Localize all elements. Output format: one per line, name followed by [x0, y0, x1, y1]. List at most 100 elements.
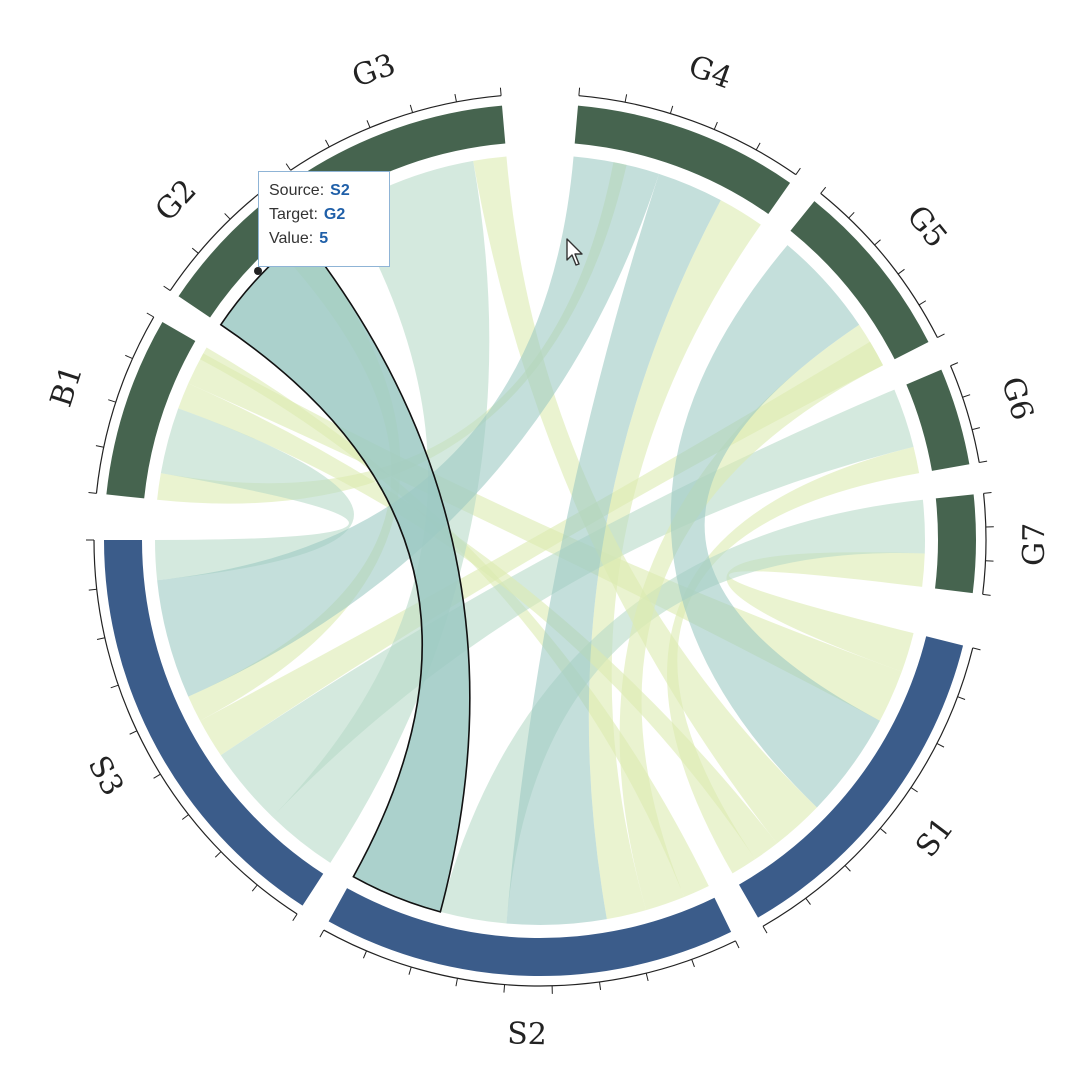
tick-axis-s1 — [762, 647, 974, 927]
group-arc-s3[interactable] — [104, 540, 324, 906]
tick-mark — [713, 121, 718, 130]
tick-mark — [645, 973, 649, 982]
group-arc-s2[interactable] — [328, 888, 732, 976]
tick-mark — [362, 950, 367, 959]
tick-mark — [755, 142, 761, 151]
tooltip-value-label: Value: — [269, 230, 314, 247]
tick-mark — [95, 445, 104, 448]
tick-axis-g2 — [169, 188, 266, 291]
tick-mark — [918, 300, 927, 306]
tick-layer — [86, 87, 994, 994]
tick-mark — [454, 93, 457, 102]
tick-mark — [499, 87, 502, 96]
ribbon-s3-g4[interactable] — [157, 156, 659, 697]
ribbon-s1-b1[interactable] — [178, 383, 778, 860]
ribbon-s1-g3[interactable] — [473, 156, 817, 844]
tick-mark — [319, 929, 325, 938]
group-arc-g7[interactable] — [935, 494, 976, 594]
tick-mark — [950, 362, 959, 367]
tick-mark — [983, 492, 992, 494]
group-arc-g4[interactable] — [574, 105, 791, 214]
tick-axis-g4 — [578, 95, 797, 176]
group-label-g6: G6 — [994, 373, 1040, 424]
tick-mark — [125, 354, 133, 360]
tick-mark — [153, 773, 161, 779]
tick-mark — [88, 492, 97, 494]
tooltip-target-label: Target: — [269, 206, 318, 223]
ribbon-s1-g7[interactable] — [726, 552, 925, 672]
tick-axis-s3 — [93, 539, 298, 915]
tooltip-source-value: S2 — [330, 182, 350, 199]
group-arc-b1[interactable] — [106, 322, 196, 499]
tick-axis-g3 — [290, 95, 502, 171]
tick-mark — [181, 814, 189, 820]
ribbon-s3-b1[interactable] — [155, 408, 354, 581]
ribbon-s2-g4[interactable] — [506, 173, 721, 925]
ribbon-s2-g5[interactable] — [619, 324, 884, 911]
tick-mark — [110, 684, 119, 689]
ribbon-s1-g5[interactable] — [670, 245, 880, 808]
tooltip: Source: S2 Target: G2 Value: 5 — [258, 171, 390, 267]
tick-mark — [503, 984, 506, 993]
ribbon-s2-g4[interactable] — [588, 200, 761, 920]
tick-mark — [936, 743, 945, 748]
tick-mark — [820, 186, 827, 194]
tick-mark — [937, 333, 945, 338]
tooltip-target-row: Target: G2 — [269, 203, 379, 227]
tooltip-target-value: G2 — [323, 206, 346, 223]
tooltip-source-row: Source: S2 — [269, 179, 379, 203]
tick-mark — [224, 213, 231, 220]
ribbon-s3-g3[interactable] — [272, 160, 490, 863]
tick-mark — [163, 285, 171, 292]
tick-mark — [325, 139, 330, 148]
tick-mark — [972, 647, 981, 651]
tick-mark — [795, 167, 801, 175]
tick-mark — [191, 247, 199, 254]
tick-mark — [409, 104, 414, 113]
tick-axis-g5 — [820, 192, 938, 338]
group-arc-g6[interactable] — [906, 369, 970, 471]
tick-axis-g6 — [949, 365, 980, 463]
tick-mark — [691, 959, 695, 968]
tick-mark — [848, 211, 855, 219]
group-label-g4: G4 — [684, 49, 736, 97]
tick-mark — [624, 94, 628, 103]
tick-mark — [408, 966, 412, 975]
tick-mark — [88, 588, 97, 591]
tick-mark — [910, 787, 918, 793]
tick-mark — [879, 827, 887, 834]
tick-mark — [669, 105, 674, 114]
tick-mark — [214, 851, 222, 858]
tick-mark — [897, 268, 905, 275]
tick-mark — [578, 87, 581, 96]
tick-mark — [129, 730, 138, 735]
group-arc-s1[interactable] — [739, 636, 964, 918]
ribbon-s2-g2[interactable] — [219, 235, 471, 913]
tooltip-value-row: Value: 5 — [269, 227, 379, 251]
tooltip-value-value: 5 — [319, 230, 329, 247]
tick-mark — [735, 940, 740, 949]
ribbon-s3-g6[interactable] — [220, 389, 914, 817]
group-label-s2: S2 — [507, 1016, 548, 1052]
tick-mark — [979, 460, 988, 464]
tick-mark — [874, 239, 881, 246]
tick-mark — [292, 913, 298, 922]
tick-mark — [366, 120, 371, 128]
tick-axis-g7 — [982, 493, 987, 595]
tooltip-source-label: Source: — [269, 182, 325, 199]
group-arc-g5[interactable] — [790, 201, 929, 360]
tick-mark — [844, 865, 851, 872]
tooltip-anchor-dot — [254, 267, 262, 275]
tick-axis-s2 — [323, 929, 736, 987]
group-label-g5: G5 — [899, 199, 953, 254]
group-label-b1: B1 — [44, 361, 90, 411]
group-label-g2: G2 — [149, 173, 204, 228]
group-label-s3: S3 — [81, 750, 131, 802]
tick-mark — [762, 926, 768, 934]
tick-mark — [455, 978, 458, 987]
tick-mark — [108, 399, 116, 403]
tick-mark — [599, 981, 602, 991]
tick-mark — [251, 884, 258, 892]
